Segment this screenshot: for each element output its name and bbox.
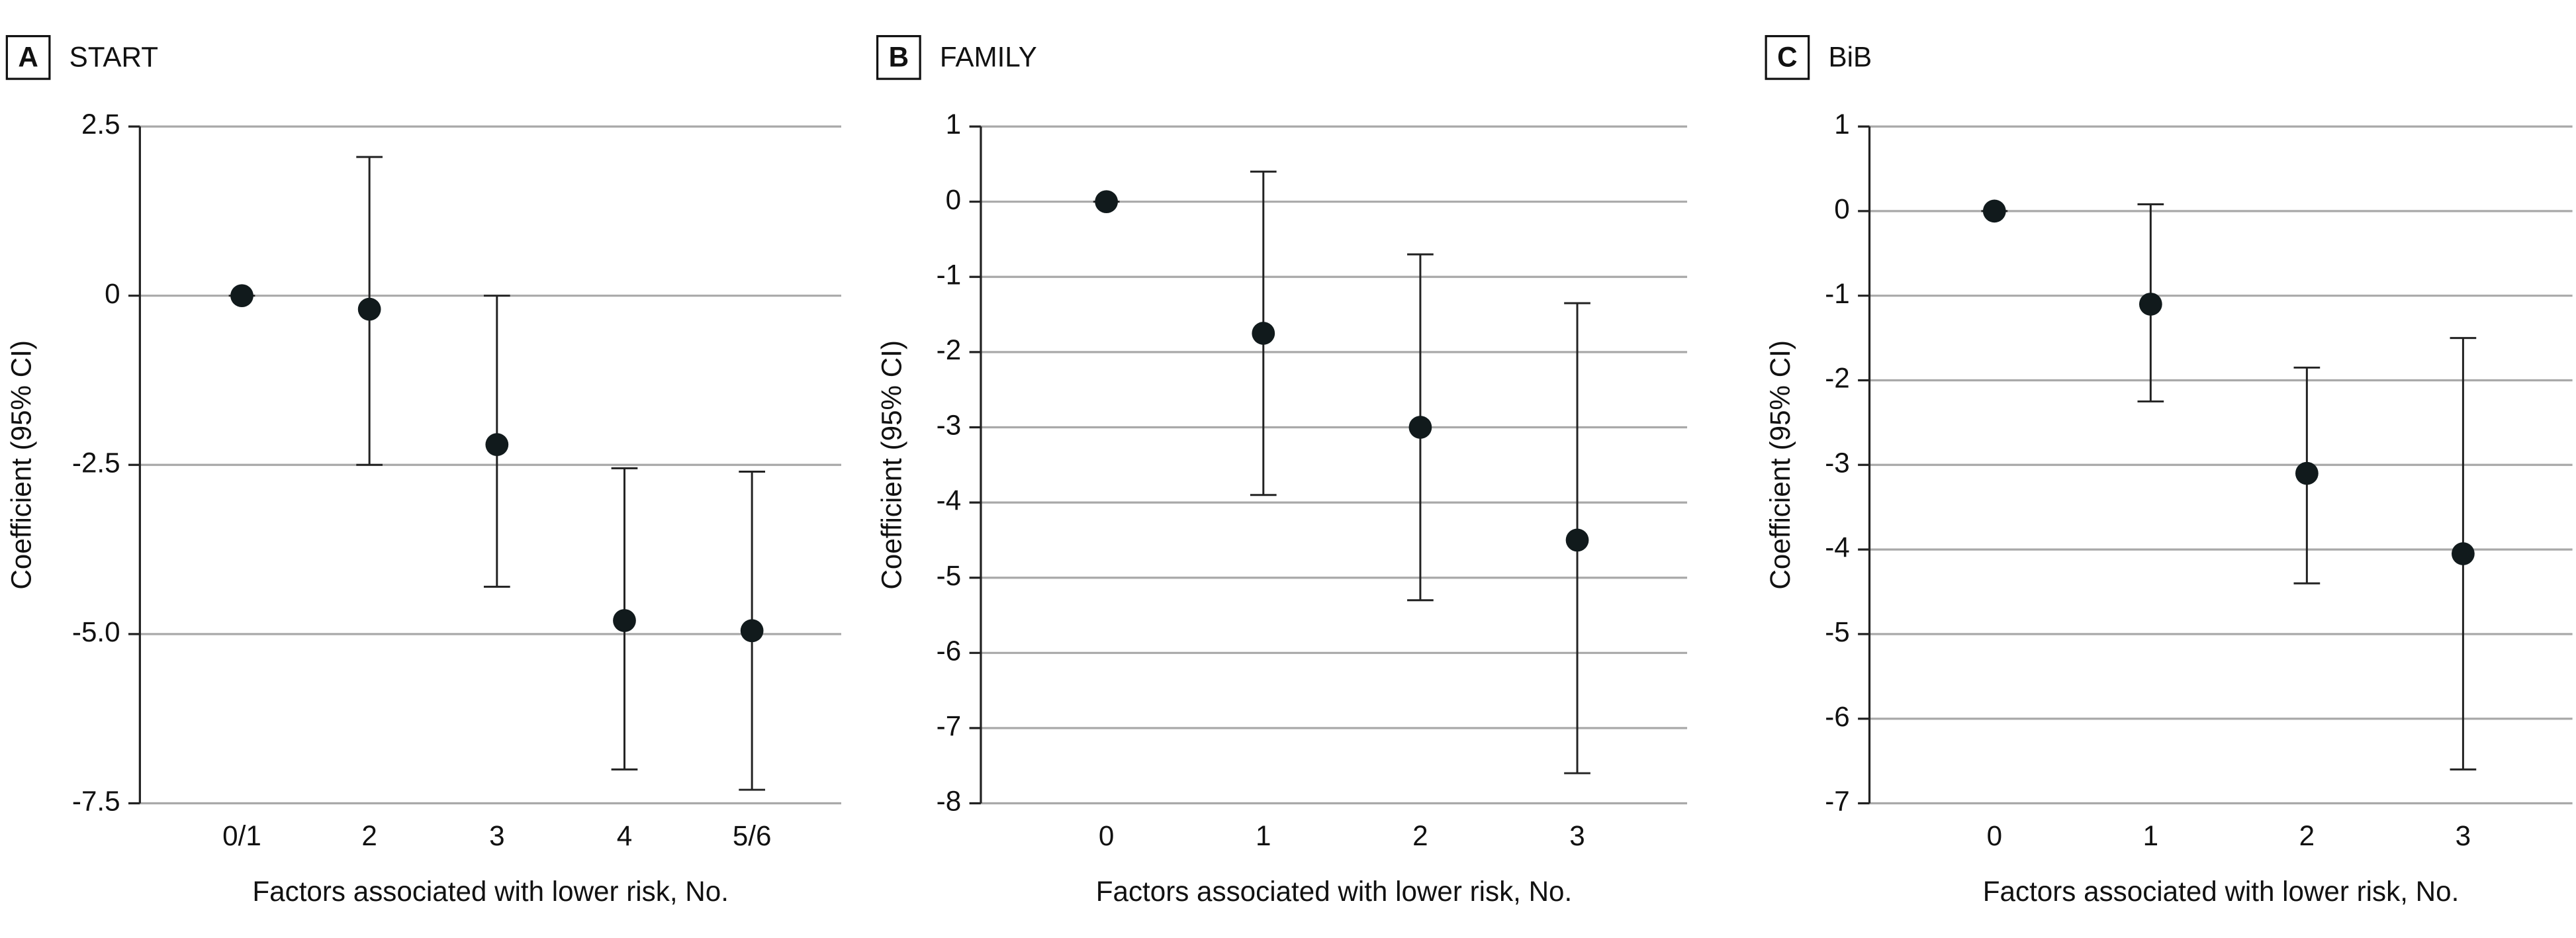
y-tick-label: -1 bbox=[1825, 278, 1850, 309]
panel-letter: A bbox=[18, 41, 38, 72]
point bbox=[357, 297, 381, 321]
y-tick-label: -2 bbox=[1825, 363, 1850, 394]
y-tick-label: -3 bbox=[937, 410, 962, 441]
y-tick-label: -8 bbox=[937, 786, 962, 817]
y-tick-label: -5.0 bbox=[72, 616, 120, 647]
x-tick-label: 0 bbox=[1987, 820, 2002, 851]
panel-title: BiB bbox=[1828, 41, 1872, 72]
point bbox=[1982, 199, 2006, 223]
y-tick-label: -5 bbox=[1825, 616, 1850, 647]
y-tick-label: 0 bbox=[946, 184, 961, 215]
panel-letter-box bbox=[876, 34, 921, 80]
x-axis-title: Factors associated with lower risk, No. bbox=[1983, 876, 2460, 907]
x-tick-label: 2 bbox=[1412, 820, 1428, 851]
point bbox=[1252, 322, 1275, 345]
x-axis-title: Factors associated with lower risk, No. bbox=[252, 876, 729, 907]
point bbox=[1095, 190, 1119, 214]
y-tick-label: -6 bbox=[1825, 701, 1850, 732]
point bbox=[1565, 528, 1589, 552]
y-tick-label: -3 bbox=[1825, 447, 1850, 478]
x-tick-label: 3 bbox=[2456, 820, 2471, 851]
x-tick-label: 4 bbox=[617, 820, 632, 851]
x-tick-label: 5/6 bbox=[733, 820, 772, 851]
x-axis-title: Factors associated with lower risk, No. bbox=[1096, 876, 1573, 907]
panel-letter: B bbox=[889, 41, 909, 72]
y-tick-label: -2.5 bbox=[72, 447, 120, 478]
point bbox=[740, 619, 764, 643]
y-tick-label: 2.5 bbox=[81, 109, 120, 140]
y-tick-label: 1 bbox=[946, 109, 961, 140]
x-tick-label: 2 bbox=[361, 820, 377, 851]
panel: A START 2.5 0 -2.5 -5.0 -7.5 Coefficient (95% C… bbox=[5, 34, 842, 907]
y-tick-label: -4 bbox=[1825, 532, 1850, 563]
point bbox=[485, 433, 509, 456]
point bbox=[2295, 461, 2319, 485]
panel: B FAMILY 1 0 -1 -2 -3 -4 -5 -6 -7 -8 Coefficient (95… bbox=[876, 34, 1688, 907]
x-tick-label: 0/1 bbox=[222, 820, 261, 851]
y-tick-label: -7 bbox=[937, 710, 962, 741]
y-axis-title: Coefficient (95% CI) bbox=[1765, 340, 1796, 590]
x-tick-label: 3 bbox=[1569, 820, 1585, 851]
panel-letter-box bbox=[5, 34, 51, 80]
x-tick-label: 0 bbox=[1099, 820, 1114, 851]
y-tick-label: -7.5 bbox=[72, 786, 120, 817]
panel: C BiB 1 0 -1 -2 -3 -4 -5 -6 -7 Coefficient (95% CI)… bbox=[1765, 34, 2573, 907]
x-tick-label: 3 bbox=[489, 820, 504, 851]
point bbox=[2452, 542, 2475, 565]
y-tick-label: -6 bbox=[937, 635, 962, 666]
y-tick-label: -5 bbox=[937, 560, 962, 591]
y-tick-label: -4 bbox=[937, 485, 962, 516]
panel-title: FAMILY bbox=[940, 41, 1037, 72]
x-tick-label: 2 bbox=[2299, 820, 2315, 851]
y-tick-label: 0 bbox=[105, 278, 120, 309]
point bbox=[1408, 416, 1432, 439]
x-tick-label: 1 bbox=[2143, 820, 2158, 851]
panel-letter: C bbox=[1777, 41, 1797, 72]
y-tick-label: 0 bbox=[1834, 193, 1849, 224]
y-tick-label: -7 bbox=[1825, 786, 1850, 817]
point bbox=[230, 284, 253, 308]
y-tick-label: -1 bbox=[937, 259, 962, 290]
y-tick-label: -2 bbox=[937, 334, 962, 365]
x-tick-label: 1 bbox=[1256, 820, 1271, 851]
panel-letter-box bbox=[1765, 34, 1810, 80]
point bbox=[613, 609, 636, 632]
y-tick-label: 1 bbox=[1834, 109, 1849, 140]
y-axis-title: Coefficient (95% CI) bbox=[876, 340, 907, 590]
y-axis-title: Coefficient (95% CI) bbox=[5, 340, 36, 590]
panel-title: START bbox=[69, 41, 158, 72]
point bbox=[2139, 293, 2162, 316]
